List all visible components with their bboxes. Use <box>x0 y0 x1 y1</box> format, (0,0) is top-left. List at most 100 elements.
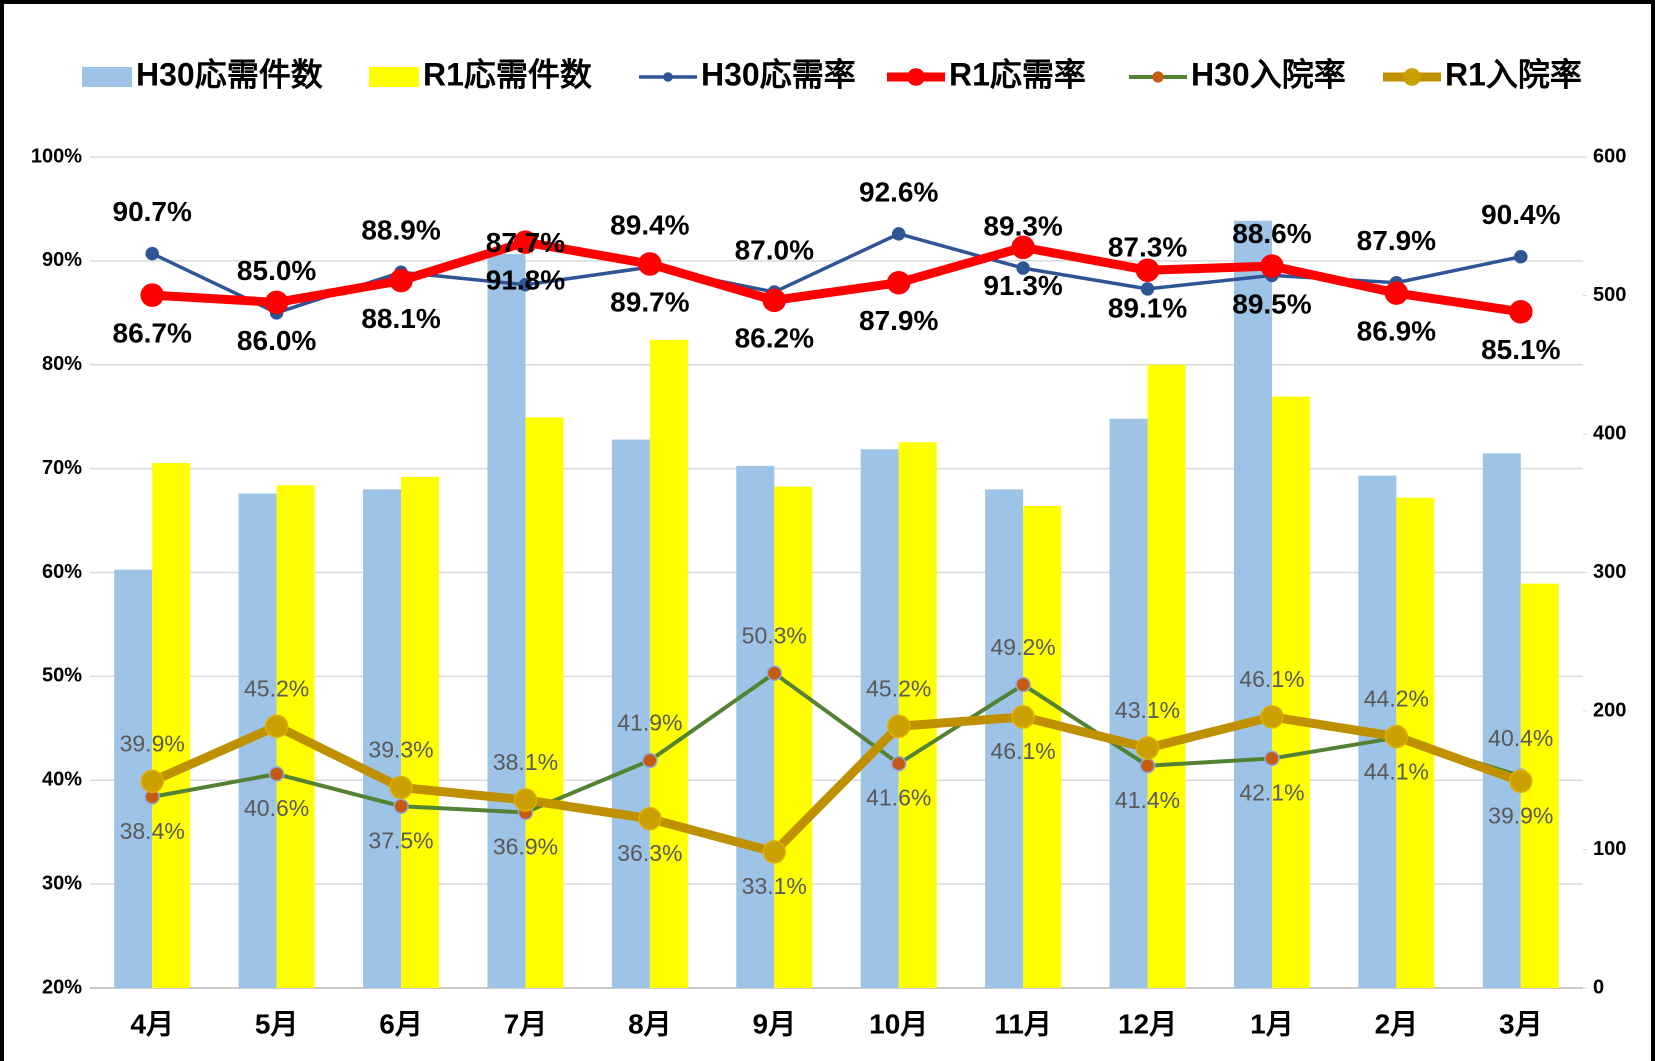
bar <box>649 339 688 988</box>
data-label: 87.0% <box>735 234 814 265</box>
bar <box>525 417 564 988</box>
legend-swatch <box>82 67 132 87</box>
data-label: 90.7% <box>113 196 192 227</box>
x-tick-label: 3月 <box>1499 1008 1543 1039</box>
bar <box>1147 364 1186 988</box>
data-label: 87.9% <box>859 305 938 336</box>
x-tick-label: 2月 <box>1375 1008 1419 1039</box>
marker <box>1514 249 1528 264</box>
line <box>151 671 1522 815</box>
y2-tick-label: 0 <box>1593 976 1604 998</box>
data-label: 50.3% <box>742 622 807 648</box>
marker <box>1260 705 1284 729</box>
x-tick-label: 10月 <box>869 1008 928 1039</box>
line <box>151 232 1522 315</box>
legend-marker <box>663 72 673 82</box>
legend-label: H30応需率 <box>701 56 856 92</box>
data-label: 42.1% <box>1239 780 1304 806</box>
data-label: 86.0% <box>237 325 316 356</box>
legend-label: H30入院率 <box>1191 56 1346 92</box>
x-tick-label: 6月 <box>379 1008 423 1039</box>
bar <box>985 489 1024 988</box>
bar <box>898 442 937 988</box>
data-label: 91.3% <box>983 270 1062 301</box>
data-label: 41.9% <box>617 710 682 736</box>
data-label: 88.1% <box>361 303 440 334</box>
data-label: 86.9% <box>1357 315 1436 346</box>
data-label: 90.4% <box>1481 199 1560 230</box>
y-tick-label: 30% <box>42 872 82 894</box>
marker <box>638 806 662 831</box>
x-tick-label: 7月 <box>504 1008 548 1039</box>
x-tick-label: 11月 <box>994 1008 1052 1039</box>
y2-tick-label: 100 <box>1593 838 1626 860</box>
bar <box>1109 418 1148 988</box>
data-label: 86.2% <box>735 323 814 354</box>
y-tick-label: 50% <box>42 665 82 687</box>
legend-label: H30応需件数 <box>136 56 324 92</box>
marker <box>642 752 658 769</box>
y-tick-label: 80% <box>42 353 82 375</box>
bar <box>774 486 813 988</box>
data-label: 41.4% <box>1115 787 1180 813</box>
bar <box>401 476 440 988</box>
data-label: 89.3% <box>983 211 1062 242</box>
data-label: 41.6% <box>866 785 931 811</box>
line <box>150 712 1523 857</box>
marker <box>1011 705 1035 729</box>
data-label: 87.7% <box>486 227 565 258</box>
marker <box>638 252 662 276</box>
x-tick-label: 1月 <box>1250 1008 1294 1039</box>
x-tick-label: 8月 <box>628 1008 672 1039</box>
data-label: 46.1% <box>1239 666 1304 692</box>
data-label: 39.9% <box>1488 802 1553 828</box>
marker <box>513 230 538 254</box>
marker <box>1139 757 1156 774</box>
data-label: 91.8% <box>486 265 565 296</box>
data-label: 44.2% <box>1364 686 1429 712</box>
line <box>151 237 1522 317</box>
bar <box>1271 396 1310 989</box>
data-label: 36.3% <box>617 840 682 866</box>
marker <box>1016 261 1030 275</box>
x-tick-label: 5月 <box>255 1008 299 1039</box>
legend-marker <box>907 68 925 86</box>
data-label: 38.1% <box>493 749 558 775</box>
marker <box>1260 254 1284 278</box>
data-label: 43.1% <box>1115 697 1180 723</box>
marker <box>1384 724 1409 749</box>
y2-tick-label: 500 <box>1593 284 1626 306</box>
marker <box>1135 258 1160 282</box>
marker <box>891 227 906 241</box>
data-label: 85.1% <box>1481 334 1560 365</box>
y-tick-label: 40% <box>42 769 82 791</box>
marker <box>140 283 164 307</box>
legend-swatch <box>369 67 419 87</box>
marker <box>268 766 285 782</box>
marker <box>145 246 159 261</box>
marker <box>1135 736 1160 760</box>
marker <box>762 840 787 864</box>
data-label: 88.9% <box>361 215 440 246</box>
data-label: 89.7% <box>610 286 689 317</box>
bar <box>152 463 191 989</box>
bar <box>1482 453 1521 988</box>
data-label: 38.4% <box>120 818 185 844</box>
data-label: 45.2% <box>244 675 309 701</box>
data-label: 87.3% <box>1108 231 1187 262</box>
data-label: 45.2% <box>866 675 931 701</box>
marker <box>886 270 911 295</box>
data-label: 44.1% <box>1364 759 1429 785</box>
data-label: 40.4% <box>1488 725 1553 751</box>
marker <box>766 665 783 682</box>
data-label: 86.7% <box>113 318 192 349</box>
marker <box>890 755 907 772</box>
data-label: 89.4% <box>610 209 689 240</box>
marker <box>393 798 409 814</box>
data-label: 37.5% <box>368 827 433 853</box>
data-label: 92.6% <box>859 176 938 207</box>
y-tick-label: 100% <box>31 145 82 167</box>
y-tick-label: 60% <box>42 561 82 583</box>
marker <box>1384 281 1409 305</box>
